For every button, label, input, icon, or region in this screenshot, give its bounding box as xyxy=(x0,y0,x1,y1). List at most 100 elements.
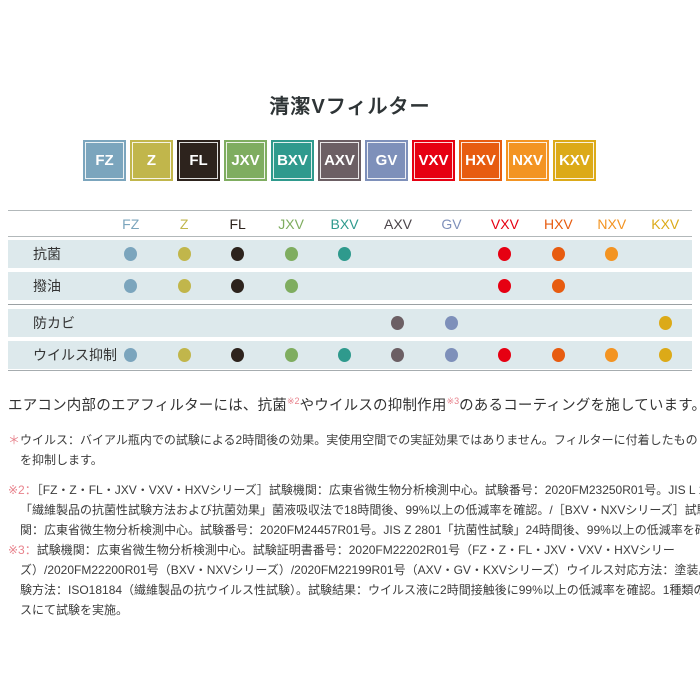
feature-cell-kxv xyxy=(639,348,692,362)
feature-row-label: ウイルス抑制 xyxy=(33,347,117,363)
feature-cell-nxv xyxy=(585,247,638,261)
footnote: ※2：［FZ・Z・FL・JXV・VXV・HXVシリーズ］試験機関：広東省微生物分… xyxy=(8,480,700,540)
footnote-line: スにて試験を実施。 xyxy=(20,603,129,617)
series-badge-z: Z xyxy=(130,140,173,181)
feature-cell-z xyxy=(157,279,210,293)
column-header-fl: FL xyxy=(229,215,246,232)
feature-dot-hxv xyxy=(551,279,565,293)
series-badge-bxv: BXV xyxy=(271,140,314,181)
footnote-text: ウイルス：バイアル瓶内での試験による2時間後の効果。実使用空間での実証効果ではあ… xyxy=(20,433,698,447)
description-text: エアコン内部のエアフィルターには、抗菌※2やウイルスの抑制作用※3のあるコーティ… xyxy=(8,394,700,415)
feature-cell-fl xyxy=(211,247,264,261)
feature-dot-kxv xyxy=(658,316,672,330)
feature-cell-kxv xyxy=(639,316,692,330)
series-badge-label: AXV xyxy=(324,152,355,169)
feature-dot-z xyxy=(177,247,191,261)
column-header-kxv: KXV xyxy=(651,215,680,232)
feature-dot-gv xyxy=(444,316,458,330)
feature-dot-z xyxy=(177,279,191,293)
description-segment: のあるコーティングを施しています。 xyxy=(459,398,700,414)
table-section-divider xyxy=(8,304,692,305)
footnote-line: 関：広東省微生物分析検測中心。試験番号：2020FM24457R01号。JIS … xyxy=(20,523,700,537)
column-header-fz: FZ xyxy=(122,215,140,232)
feature-cell-jxv xyxy=(264,348,317,362)
feature-dot-nxv xyxy=(605,348,619,362)
feature-cell-fl xyxy=(211,348,264,362)
feature-dot-fl xyxy=(231,247,245,261)
series-badge-fl: FL xyxy=(177,140,220,181)
series-badge-label: KXV xyxy=(559,152,590,169)
series-badge-label: FL xyxy=(189,152,208,169)
feature-cell-fz xyxy=(104,348,157,362)
feature-dot-vxv xyxy=(498,348,512,362)
column-header-nxv: NXV xyxy=(597,215,627,232)
series-badge-nxv: NXV xyxy=(506,140,549,181)
feature-row-label: 防カビ xyxy=(33,315,75,331)
footnote-marker: ※2： xyxy=(8,483,37,497)
description-segment: やウイルスの抑制作用 xyxy=(299,398,447,414)
feature-cell-jxv xyxy=(264,247,317,261)
feature-cell-hxv xyxy=(532,348,585,362)
feature-row: ウイルス抑制 xyxy=(8,341,692,369)
footnote-line: ズ）/2020FM22200R01号（BXV・NXVシリーズ）/2020FM22… xyxy=(20,563,700,577)
feature-dot-z xyxy=(177,348,191,362)
footnote-line: ※3：試験機関：広東省微生物分析検測中心。試験証明書番号：2020FM22202… xyxy=(8,540,698,560)
feature-row: 撥油 xyxy=(8,272,692,300)
feature-cell-fz xyxy=(104,247,157,261)
footnote-marker: ※3： xyxy=(8,543,37,557)
series-badge-label: FZ xyxy=(95,152,114,169)
feature-row-label: 抗菌 xyxy=(33,246,61,262)
feature-cell-z xyxy=(157,348,210,362)
feature-dot-gv xyxy=(444,348,458,362)
table-header-row: FZ Z FL JXV BXV AXV GV VXV HXV NXV KXV xyxy=(8,211,692,237)
feature-cell-bxv xyxy=(318,247,371,261)
feature-row: 抗菌 xyxy=(8,240,692,268)
footnote-ref: ※3 xyxy=(446,396,460,407)
column-header-axv: AXV xyxy=(383,215,412,232)
feature-dot-fz xyxy=(124,279,138,293)
feature-cell-jxv xyxy=(264,279,317,293)
feature-dot-axv xyxy=(391,316,405,330)
feature-dot-hxv xyxy=(551,348,565,362)
series-badge-axv: AXV xyxy=(318,140,361,181)
column-header-bxv: BXV xyxy=(330,215,359,232)
series-badge-hxv: HXV xyxy=(459,140,502,181)
column-header-hxv: HXV xyxy=(543,215,573,232)
footnote-line: を抑制します。 xyxy=(20,453,103,467)
feature-cell-vxv xyxy=(478,279,531,293)
feature-dot-jxv xyxy=(284,247,298,261)
feature-dot-fl xyxy=(231,279,245,293)
column-header-gv: GV xyxy=(441,215,462,232)
feature-dot-jxv xyxy=(284,348,298,362)
series-badge-strip: FZ Z FL JXV BXV AXV GV VXV HXV NXV KXV xyxy=(83,140,596,181)
feature-dot-kxv xyxy=(658,348,672,362)
series-badge-gv: GV xyxy=(365,140,408,181)
feature-cell-z xyxy=(157,247,210,261)
feature-cell-vxv xyxy=(478,348,531,362)
series-badge-vxv: VXV xyxy=(412,140,455,181)
footnote-marker: ＊ xyxy=(8,433,21,447)
series-badge-label: VXV xyxy=(418,152,449,169)
series-badge-label: GV xyxy=(375,152,398,169)
series-badge-kxv: KXV xyxy=(553,140,596,181)
footnote-line: 「繊維製品の抗菌性試験方法および抗菌効果」菌液吸収法で18時間後、99%以上の低… xyxy=(20,503,700,517)
column-header-z: Z xyxy=(179,215,189,232)
page-title: 清潔Vフィルター xyxy=(269,96,431,118)
feature-dot-bxv xyxy=(338,247,352,261)
feature-table: FZ Z FL JXV BXV AXV GV VXV HXV NXV KXV 抗菌撥油防カビウイルス抑… xyxy=(8,210,692,371)
feature-cell-bxv xyxy=(318,348,371,362)
feature-dot-fz xyxy=(124,247,138,261)
feature-cell-nxv xyxy=(585,348,638,362)
feature-row-label: 撥油 xyxy=(33,278,61,294)
footnote-ref: ※2 xyxy=(287,396,300,407)
column-header-vxv: VXV xyxy=(490,215,519,232)
series-badge-jxv: JXV xyxy=(224,140,267,181)
footnotes: ＊ウイルス：バイアル瓶内での試験による2時間後の効果。実使用空間での実証効果では… xyxy=(8,430,700,620)
feature-dot-jxv xyxy=(284,279,298,293)
series-badge-label: NXV xyxy=(512,152,543,169)
feature-cell-fz xyxy=(104,279,157,293)
series-badge-label: HXV xyxy=(465,152,496,169)
column-header-jxv: JXV xyxy=(278,215,304,232)
footnote-text: ［FZ・Z・FL・JXV・VXV・HXVシリーズ］試験機関：広東省微生物分析検測… xyxy=(36,483,700,497)
